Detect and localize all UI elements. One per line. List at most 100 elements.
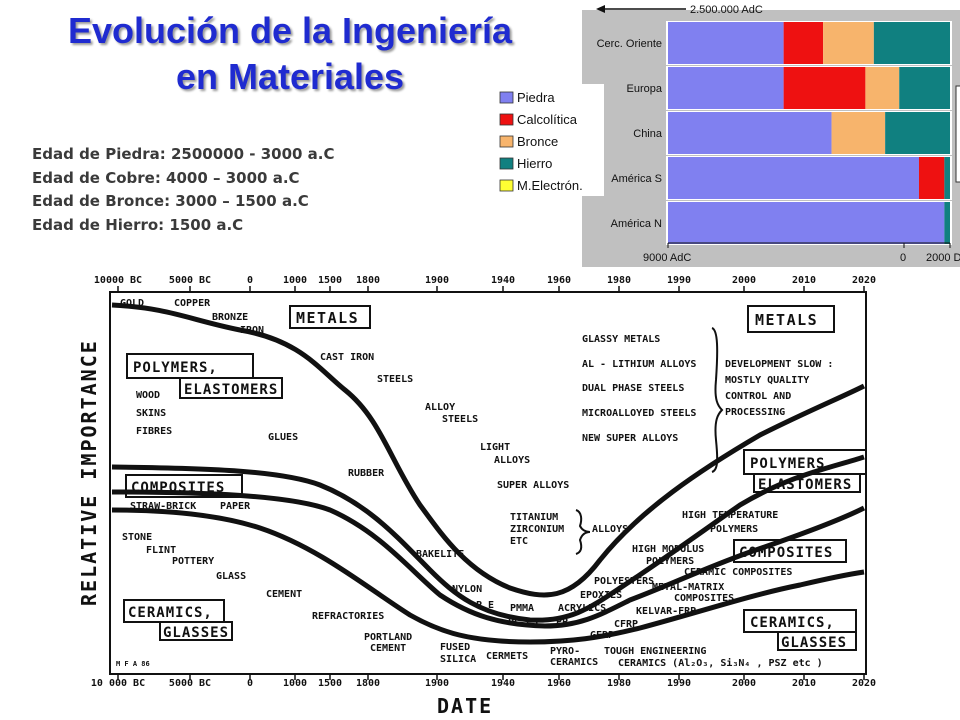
annotation-hi-temp1: HIGH TEMPERATURE bbox=[682, 510, 778, 521]
bottom-tick-label: 0 bbox=[247, 678, 253, 689]
top-tick-label: 5000 BC bbox=[169, 275, 211, 286]
annotation-fused: FUSED bbox=[440, 642, 470, 653]
polymers-left-label-1: POLYMERS, bbox=[133, 360, 218, 376]
metals-right-box bbox=[747, 305, 835, 333]
metals-curve bbox=[111, 302, 866, 598]
polymers-left-label-2: ELASTOMERS bbox=[184, 382, 278, 398]
polymers-right-label-2: ELASTOMERS bbox=[758, 477, 852, 493]
annotation-pottery: POTTERY bbox=[172, 556, 214, 567]
title-line-2: en Materiales bbox=[175, 56, 405, 97]
ceramics-left-label-2: GLASSES bbox=[163, 625, 229, 641]
annotation-iron: IRON bbox=[240, 325, 264, 336]
bottom-tick-label: 1500 bbox=[318, 678, 342, 689]
annotation-gold: GOLD bbox=[120, 298, 144, 309]
elastomers-left-box bbox=[179, 377, 283, 399]
ceramics-left-label-1: CERAMICS, bbox=[128, 605, 213, 621]
top-tick-label: 2000 bbox=[732, 275, 756, 286]
annotation-glassy-metals: GLASSY METALS bbox=[582, 334, 660, 345]
top-tick-label: 1000 bbox=[283, 275, 307, 286]
y-axis-label: RELATIVE IMPORTANCE bbox=[77, 339, 101, 606]
legend-label: Hierro bbox=[517, 156, 552, 171]
legend-label: M.Electrón. bbox=[517, 178, 583, 193]
annotation-fibres: FIBRES bbox=[136, 426, 172, 437]
bottom-tick-label: 1990 bbox=[667, 678, 691, 689]
alloys-bracket bbox=[575, 509, 591, 555]
bar-segment-calcoltica bbox=[783, 22, 824, 64]
top-tick-label: 1980 bbox=[607, 275, 631, 286]
annotation-dev1: DEVELOPMENT SLOW : bbox=[725, 359, 833, 370]
annotation-pe: P E bbox=[476, 600, 494, 611]
bottom-tick-label: 1940 bbox=[491, 678, 515, 689]
plot-frame bbox=[109, 291, 867, 675]
materials-evolution-chart: 10000 BC 5000 BC 0 1000 1500 1800 1900 1940 1960… bbox=[77, 275, 876, 718]
bottom-tick-label: 1960 bbox=[547, 678, 571, 689]
annotation-portland-cement: CEMENT bbox=[370, 643, 406, 654]
annotation-dev3: CONTROL AND bbox=[725, 391, 791, 402]
top-tick-label: 1500 bbox=[318, 275, 342, 286]
time-arrow-head bbox=[596, 5, 605, 13]
annotation-epoxies: EPOXIES bbox=[580, 590, 622, 601]
bar-segment-piedra bbox=[668, 112, 832, 154]
annotation-alloys-bracket: ALLOYS bbox=[592, 524, 628, 535]
bar-segment-hierro bbox=[899, 67, 950, 109]
bottom-tick-label: 1980 bbox=[607, 678, 631, 689]
annotation-dual-phase: DUAL PHASE STEELS bbox=[582, 383, 684, 394]
top-tick-label: 1800 bbox=[356, 275, 380, 286]
annotation-dev4: PROCESSING bbox=[725, 407, 785, 418]
ceramics-curve bbox=[111, 507, 865, 645]
x-axis-label: DATE bbox=[437, 694, 493, 718]
annotation-hi-mod1: HIGH MODULUS bbox=[632, 544, 704, 555]
annotation-al-lithium: AL - LITHIUM ALLOYS bbox=[582, 359, 696, 370]
legend-label: Calcolítica bbox=[517, 112, 578, 127]
title-line-1: Evolución de la Ingeniería bbox=[67, 10, 513, 51]
annotation-titanium: TITANIUM bbox=[510, 512, 558, 523]
bar-category-label: América N bbox=[611, 218, 662, 230]
annotation-alloy-steels: STEELS bbox=[442, 414, 478, 425]
composites-left-box bbox=[125, 474, 243, 498]
bottom-tick-label: 1800 bbox=[356, 678, 380, 689]
legend-swatch bbox=[499, 113, 514, 126]
ages-list: Edad de Piedra: 2500000 - 3000 a.C Edad … bbox=[32, 143, 335, 237]
annotation-cement: CEMENT bbox=[266, 589, 302, 600]
annotation-hi-temp2: POLYMERS bbox=[710, 524, 758, 535]
polymers-right-label-1: POLYMERS, bbox=[750, 456, 835, 472]
composites-right-box bbox=[733, 539, 847, 563]
legend-label: Piedra bbox=[517, 90, 555, 105]
age-iron: Edad de Hierro: 1500 a.C bbox=[32, 215, 244, 234]
bar-category-label: China bbox=[633, 128, 663, 140]
bar-segment-hierro bbox=[944, 157, 950, 199]
annotation-etc: ETC bbox=[510, 536, 528, 547]
annotation-pc-ps: PC PS bbox=[508, 617, 538, 628]
elastomers-right-box bbox=[753, 473, 861, 493]
top-tick-label: 2010 bbox=[792, 275, 816, 286]
bottom-tick-label: 2010 bbox=[792, 678, 816, 689]
composites-curve bbox=[111, 489, 866, 629]
bar-segment-piedra bbox=[668, 67, 784, 109]
annotation-bakelite: BAKELITE bbox=[416, 549, 464, 560]
bar-segment-piedra bbox=[668, 22, 784, 64]
bar-segment-calcoltica bbox=[918, 157, 945, 199]
bar-segment-hierro bbox=[944, 202, 950, 244]
polymers-curve bbox=[111, 454, 865, 623]
annotation-alloy: ALLOY bbox=[425, 402, 455, 413]
metals-right-label: METALS bbox=[755, 311, 818, 329]
composites-left-label: COMPOSITES bbox=[131, 480, 225, 496]
ceramics-right-label-1: CERAMICS, bbox=[750, 615, 835, 631]
annotation-metal-matrix1: METAL-MATRIX bbox=[652, 582, 724, 593]
annotation-rubber: RUBBER bbox=[348, 468, 385, 479]
bar-segment-piedra bbox=[668, 157, 919, 199]
bar-x-tick-label-2: 2000 DC bbox=[926, 252, 960, 264]
bar-segment-bronce bbox=[823, 22, 874, 64]
annotation-flint: FLINT bbox=[146, 545, 176, 556]
annotation-dev2: MOSTLY QUALITY bbox=[725, 375, 809, 386]
annotation-pmma: PMMA bbox=[510, 603, 534, 614]
annotation-light: LIGHT bbox=[480, 442, 510, 453]
glasses-right-box bbox=[777, 631, 857, 651]
top-tick-label: 1940 bbox=[491, 275, 515, 286]
metals-left-box bbox=[289, 305, 371, 329]
bottom-tick-label: 1900 bbox=[425, 678, 449, 689]
bar-x-tick-label-0: 9000 AdC bbox=[643, 252, 691, 264]
bar-category-label: América S bbox=[611, 173, 662, 185]
age-stone: Edad de Piedra: 2500000 - 3000 a.C bbox=[32, 145, 335, 163]
bottom-tick-label: 2000 bbox=[732, 678, 756, 689]
